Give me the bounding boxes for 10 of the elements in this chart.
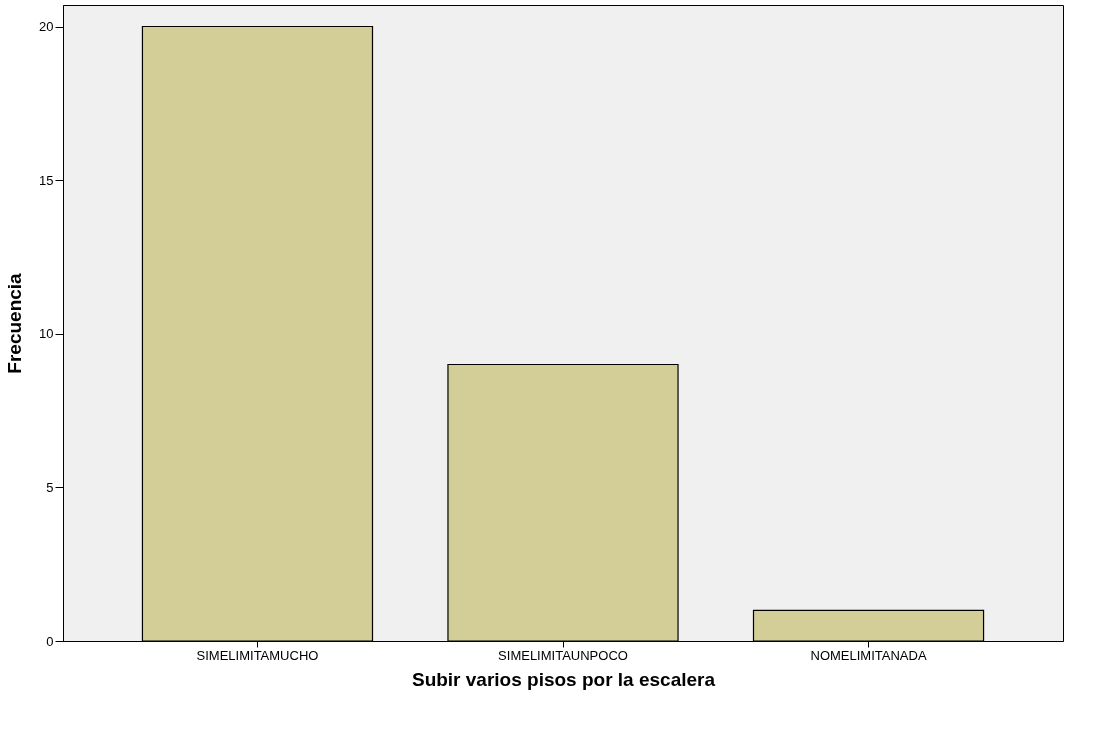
x-tick-label: NOMELIMITANADA xyxy=(810,647,927,663)
y-tick-label: 20 xyxy=(39,19,54,35)
x-tick-label: SIMELIMITAUNPOCO xyxy=(498,647,628,663)
y-tick-label: 15 xyxy=(39,172,54,188)
y-axis-title: Frecuencia xyxy=(4,272,26,374)
x-tick-label: SIMELIMITAMUCHO xyxy=(196,647,319,663)
y-tick-label: 5 xyxy=(46,479,54,495)
y-tick-label: 0 xyxy=(46,633,54,649)
y-tick-label: 10 xyxy=(39,326,54,342)
x-axis-title: Subir varios pisos por la escalera xyxy=(411,668,716,690)
